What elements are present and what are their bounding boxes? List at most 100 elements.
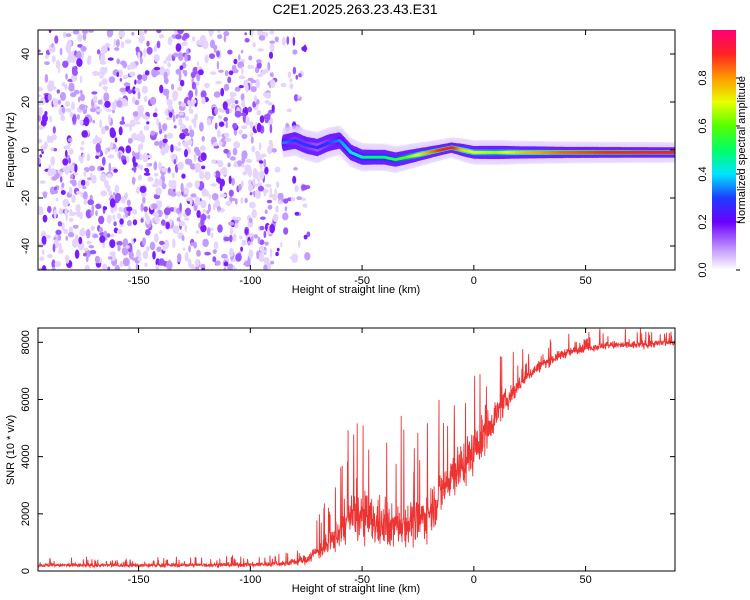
noise-blob xyxy=(133,111,139,117)
noise-blob xyxy=(303,234,308,240)
noise-blob xyxy=(166,132,174,139)
noise-blob xyxy=(218,115,223,120)
noise-blob xyxy=(52,243,56,253)
noise-blob xyxy=(115,39,120,48)
noise-blob xyxy=(207,214,211,220)
noise-blob xyxy=(99,75,104,79)
noise-blob xyxy=(180,124,187,130)
snr-y-axis-label: SNR (10 * v/v) xyxy=(5,415,17,485)
noise-blob xyxy=(188,245,191,253)
noise-blob xyxy=(142,250,149,260)
noise-blob xyxy=(240,93,245,101)
noise-blob xyxy=(200,152,207,162)
noise-blob xyxy=(121,98,127,107)
noise-blob xyxy=(231,64,237,72)
noise-blob xyxy=(262,69,269,74)
noise-blob xyxy=(223,34,227,43)
noise-blob xyxy=(183,188,190,194)
noise-blob xyxy=(57,248,64,254)
noise-blob xyxy=(183,32,190,39)
noise-blob xyxy=(188,104,192,114)
noise-blob xyxy=(264,166,269,175)
noise-blob xyxy=(69,174,74,180)
noise-blob xyxy=(137,51,141,60)
noise-blob xyxy=(148,163,153,167)
noise-blob xyxy=(298,73,302,78)
noise-blob xyxy=(80,179,86,186)
noise-blob xyxy=(162,88,170,97)
x-tick-label: -150 xyxy=(128,574,150,586)
snr-frame xyxy=(37,327,676,572)
noise-blob xyxy=(183,70,188,77)
noise-blob xyxy=(178,117,183,126)
noise-blob xyxy=(156,40,161,49)
noise-blob xyxy=(85,209,92,219)
noise-blob xyxy=(161,167,168,173)
noise-blob xyxy=(179,202,182,212)
noise-blob xyxy=(86,240,92,245)
noise-blob xyxy=(232,147,238,156)
noise-blob xyxy=(256,122,262,133)
noise-blob xyxy=(132,96,136,104)
noise-blob xyxy=(104,148,109,155)
noise-blob xyxy=(41,114,48,123)
noise-blob xyxy=(252,178,256,186)
noise-blob xyxy=(206,227,211,236)
noise-blob xyxy=(102,206,108,211)
noise-blob xyxy=(256,61,262,69)
noise-blob xyxy=(201,165,206,170)
noise-blob xyxy=(114,264,120,270)
noise-blob xyxy=(145,229,151,236)
noise-blob xyxy=(185,207,192,216)
noise-blob xyxy=(204,251,211,256)
y-tick-label: 40 xyxy=(20,48,32,60)
y-tick-label: 6000 xyxy=(20,387,32,411)
noise-blob xyxy=(42,214,48,223)
noise-blob xyxy=(127,242,133,253)
noise-blob xyxy=(61,182,65,188)
noise-blob xyxy=(122,74,128,80)
noise-blob xyxy=(136,164,144,169)
noise-blob xyxy=(249,201,256,209)
noise-blob xyxy=(118,30,126,38)
noise-blob xyxy=(81,140,85,146)
noise-blob xyxy=(106,214,112,224)
noise-blob xyxy=(177,30,184,35)
noise-blob xyxy=(74,249,80,259)
noise-blob xyxy=(275,181,280,189)
noise-blob xyxy=(180,102,187,107)
noise-blob xyxy=(143,125,150,131)
noise-blob xyxy=(135,263,139,270)
noise-blob xyxy=(247,167,253,178)
noise-blob xyxy=(119,261,124,268)
noise-blob xyxy=(99,235,106,243)
noise-blob xyxy=(126,199,131,206)
noise-blob xyxy=(263,158,267,168)
noise-blob xyxy=(230,103,236,109)
noise-blob xyxy=(139,143,144,150)
noise-blob xyxy=(95,143,101,153)
noise-blob xyxy=(190,193,197,198)
snr-panel: -150 -100 -50 0 50 0 2000 4000 6000 8000 Height … xyxy=(5,327,676,595)
noise-blob xyxy=(259,245,265,252)
noise-blob xyxy=(208,193,211,200)
y-tick-label: 0 xyxy=(20,568,32,574)
noise-blob xyxy=(199,122,204,132)
noise-blob xyxy=(146,121,150,125)
noise-blob xyxy=(44,234,51,239)
noise-blob xyxy=(71,238,78,248)
noise-blob xyxy=(262,188,269,194)
noise-blob xyxy=(38,206,44,211)
noise-blob xyxy=(255,78,260,89)
noise-blob xyxy=(264,241,269,246)
noise-blob xyxy=(134,87,141,92)
noise-blob xyxy=(241,154,246,164)
noise-blob xyxy=(167,167,171,173)
noise-blob xyxy=(219,178,225,187)
noise-blob xyxy=(158,66,166,76)
noise-blob xyxy=(68,217,74,222)
noise-blob xyxy=(143,48,146,58)
noise-blob xyxy=(208,53,216,59)
noise-blob xyxy=(109,141,114,149)
noise-blob xyxy=(105,108,113,112)
